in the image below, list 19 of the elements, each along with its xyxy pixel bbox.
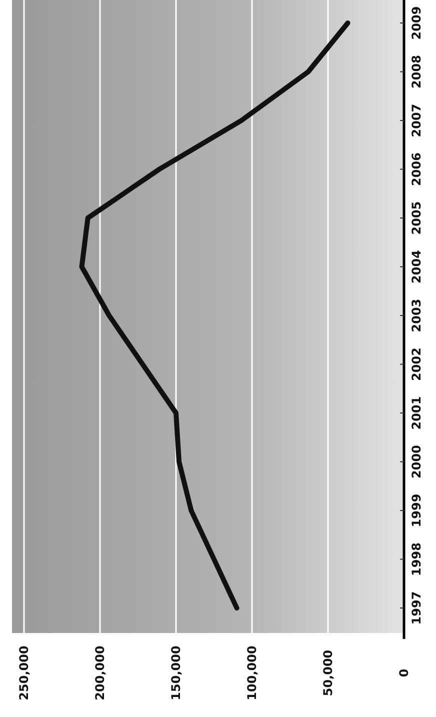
y-tick-label: 2001 xyxy=(410,396,424,430)
y-tick-label: 1997 xyxy=(410,591,424,625)
y-tick-label: 2004 xyxy=(410,250,424,284)
x-tick-label: 100,000 xyxy=(244,646,259,700)
x-tick-label: 200,000 xyxy=(92,646,107,700)
y-tick-label: 2005 xyxy=(410,201,424,235)
y-tick-label: 2000 xyxy=(410,445,424,478)
y-tick-label: 2008 xyxy=(410,55,424,88)
x-tick-label: 150,000 xyxy=(168,646,183,700)
x-tick-label: 250,000 xyxy=(16,646,31,700)
y-tick-label: 2002 xyxy=(410,348,424,381)
y-tick-label: 2006 xyxy=(410,152,424,186)
y-tick-label: 1998 xyxy=(410,542,424,576)
x-tick-label: 50,000 xyxy=(320,650,335,696)
y-tick-label: 2009 xyxy=(410,6,424,40)
y-tick-label: 1999 xyxy=(410,494,424,528)
y-tick-label: 2007 xyxy=(410,104,424,138)
x-tick-label: 0 xyxy=(396,668,411,678)
y-tick-label: 2003 xyxy=(410,298,424,332)
